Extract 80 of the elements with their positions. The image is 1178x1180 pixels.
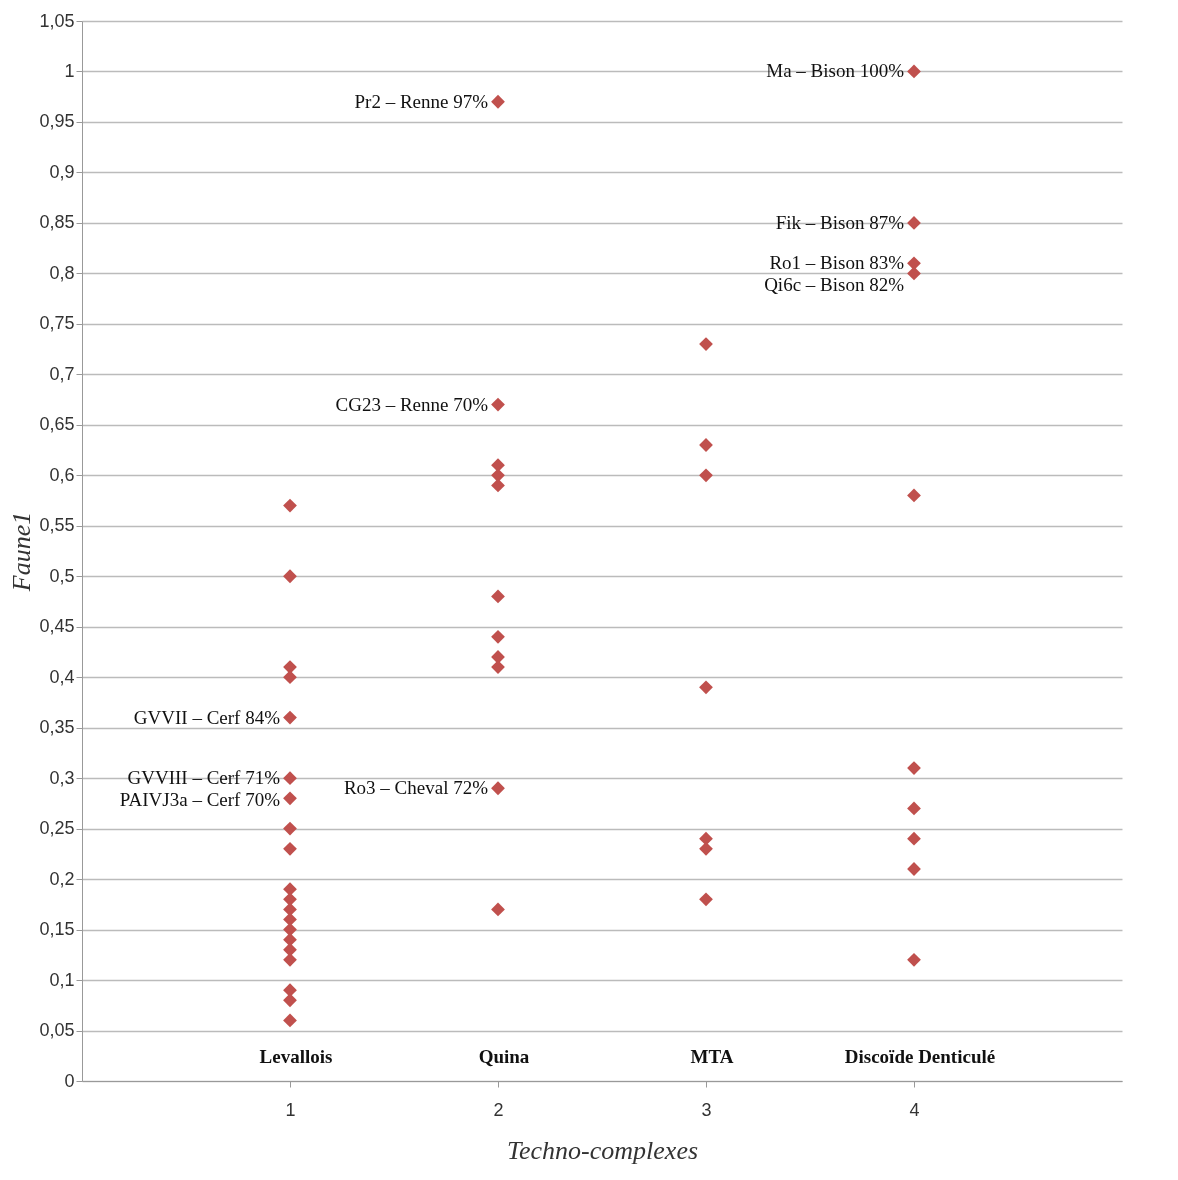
- point: [491, 902, 505, 917]
- x-tick-label: 4: [909, 1099, 920, 1120]
- point: [491, 468, 505, 483]
- point: [283, 498, 297, 513]
- point: [491, 781, 505, 796]
- point: [907, 64, 921, 79]
- y-tick-label: 0,2: [49, 868, 75, 889]
- point: [283, 1013, 297, 1028]
- annotation: Ro3 – Cheval 72%: [343, 777, 489, 799]
- point: [907, 952, 921, 967]
- point: [907, 831, 921, 846]
- annotation: GVVII – Cerf 84%: [133, 706, 281, 728]
- annotation: Ro1 – Bison 83%: [769, 252, 905, 274]
- y-tick-label: 0,15: [39, 919, 75, 940]
- y-tick-label: 0,6: [49, 464, 75, 485]
- y-tick-label: 0: [64, 1070, 75, 1091]
- annotation: Fik – Bison 87%: [775, 211, 905, 233]
- point: [491, 94, 505, 109]
- y-tick-label: 0,4: [49, 666, 75, 687]
- point: [491, 478, 505, 493]
- annotation: MTA: [690, 1046, 734, 1067]
- point: [491, 397, 505, 412]
- y-tick-label: 1: [64, 60, 75, 81]
- annotation: Levallois: [259, 1046, 333, 1067]
- y-tick-label: 0,05: [39, 1020, 75, 1041]
- y-axis-title: Faune1: [7, 511, 37, 593]
- point: [283, 922, 297, 937]
- point: [283, 912, 297, 927]
- point: [283, 993, 297, 1008]
- point: [907, 801, 921, 816]
- x-tick-label: 2: [493, 1099, 504, 1120]
- point: [283, 569, 297, 584]
- point: [283, 892, 297, 907]
- point: [283, 882, 297, 897]
- y-tick-label: 0,25: [39, 818, 75, 839]
- annotation: Qi6c – Bison 82%: [764, 274, 905, 296]
- y-tick-label: 0,85: [39, 212, 75, 233]
- point: [491, 589, 505, 604]
- y-tick-label: 0,9: [49, 161, 75, 182]
- y-tick-label: 0,1: [49, 969, 75, 990]
- point: [907, 488, 921, 503]
- point: [491, 629, 505, 644]
- y-tick-label: 0,5: [49, 565, 75, 586]
- point: [283, 670, 297, 685]
- point: [699, 468, 713, 483]
- point: [283, 902, 297, 917]
- annotation: CG23 – Renne 70%: [335, 393, 489, 415]
- point: [907, 256, 921, 271]
- point: [907, 216, 921, 230]
- annotation: Ma – Bison 100%: [766, 60, 905, 82]
- point: [699, 841, 713, 856]
- annotation: Discoïde Denticulé: [844, 1046, 996, 1067]
- y-tick-label: 0,55: [39, 515, 75, 536]
- y-tick-label: 0,7: [49, 363, 75, 384]
- x-tick-label: 1: [285, 1099, 296, 1120]
- point: [283, 771, 297, 786]
- point: [907, 266, 921, 281]
- y-tick-label: 0,65: [39, 414, 75, 435]
- point: [283, 821, 297, 836]
- annotation: Pr2 – Renne 97%: [354, 90, 489, 112]
- point: [699, 680, 713, 695]
- y-tick-label: 0,45: [39, 616, 75, 637]
- x-axis-title: Techno-complexes: [506, 1135, 699, 1165]
- point: [699, 831, 713, 846]
- annotation: PAIVJ3a – Cerf 70%: [119, 789, 281, 811]
- point: [283, 791, 297, 806]
- point: [283, 710, 297, 725]
- point: [699, 892, 713, 907]
- y-tick-label: 0,75: [39, 313, 75, 334]
- y-tick-label: 0,35: [39, 717, 75, 738]
- annotation: Quina: [478, 1046, 530, 1067]
- point: [283, 841, 297, 856]
- y-tick-label: 1,05: [39, 10, 75, 31]
- annotation: GVVIII – Cerf 71%: [127, 767, 281, 789]
- x-tick-label: 3: [701, 1099, 712, 1120]
- point: [491, 458, 505, 473]
- y-tick-label: 0,8: [49, 262, 75, 283]
- y-tick-label: 0,3: [49, 767, 75, 788]
- point: [283, 942, 297, 957]
- y-tick-label: 0,95: [39, 111, 75, 132]
